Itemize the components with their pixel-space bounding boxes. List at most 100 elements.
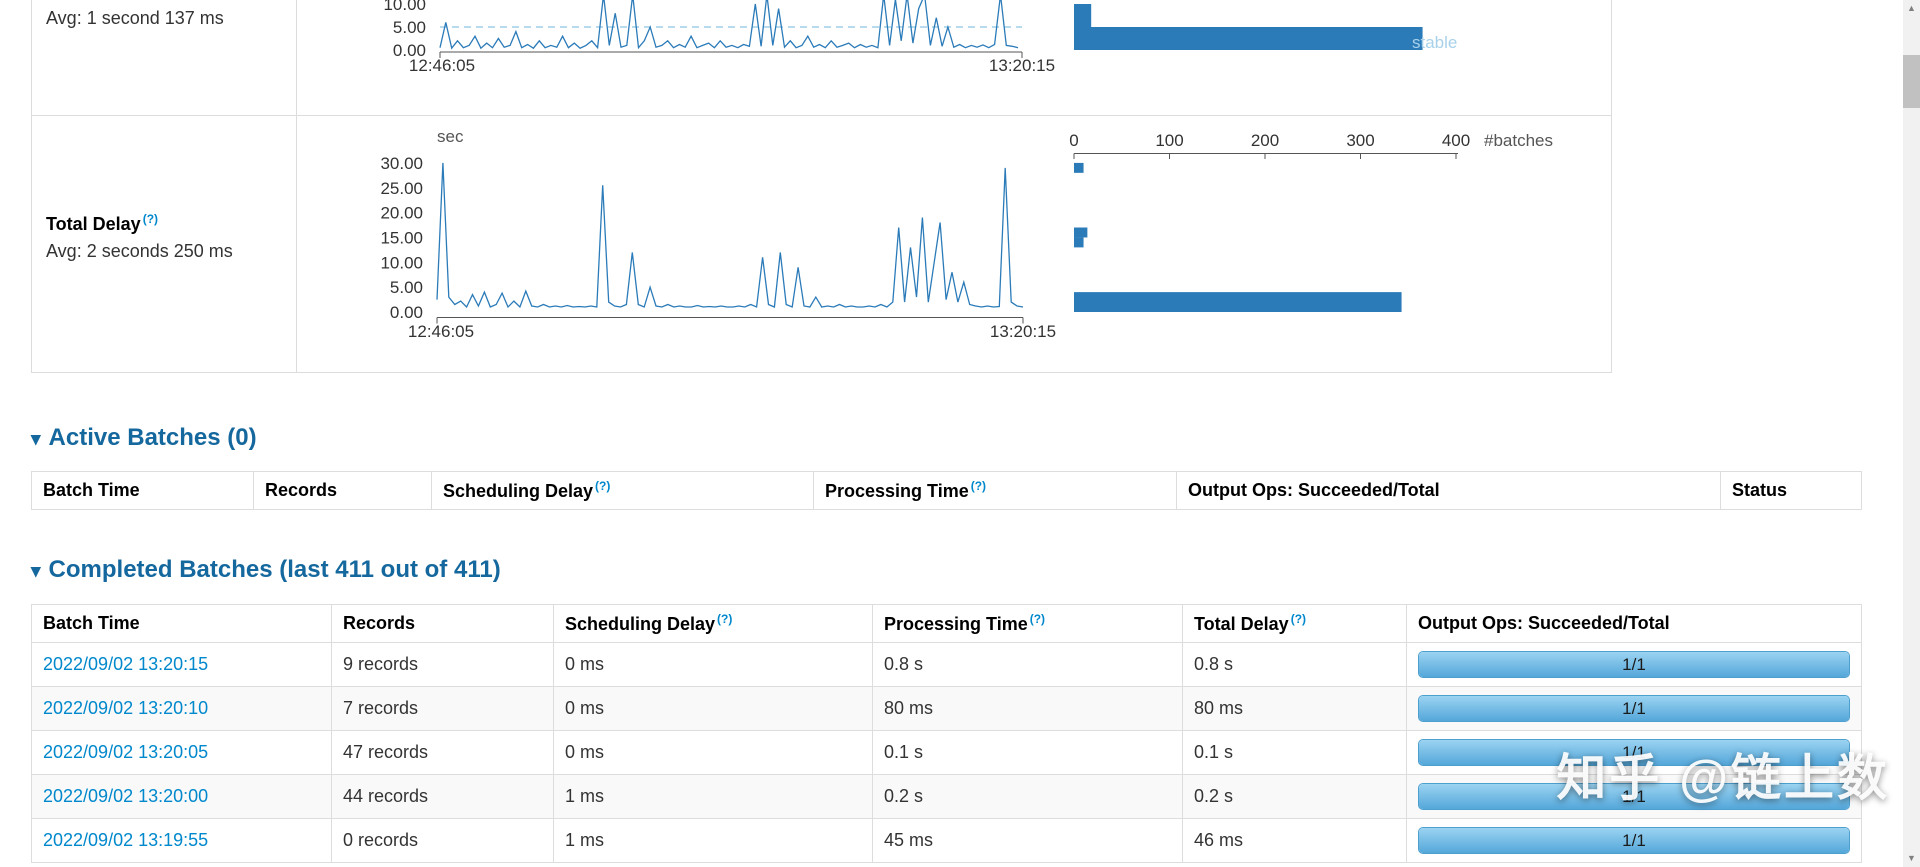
- batch-link[interactable]: 2022/09/02 13:20:00: [43, 786, 209, 806]
- svg-text:10.00: 10.00: [383, 0, 426, 14]
- output-ops-cell: 1/1: [1406, 686, 1862, 731]
- help-icon[interactable]: (?): [717, 612, 733, 626]
- scheduling-delay-cell: 0 ms: [553, 686, 873, 731]
- table-header-row: Batch Time Records Scheduling Delay (?) Proc…: [31, 471, 1862, 510]
- completed-table-body: 2022/09/02 13:20:15 9 records 0 ms 0.8 s 0.8…: [31, 642, 1862, 863]
- scrollbar-thumb[interactable]: [1903, 55, 1920, 108]
- svg-text:12:46:05: 12:46:05: [408, 322, 474, 341]
- help-icon[interactable]: (?): [970, 479, 987, 493]
- svg-text:300: 300: [1346, 131, 1374, 150]
- svg-text:15.00: 15.00: [380, 228, 423, 247]
- svg-text:0.00: 0.00: [390, 303, 423, 322]
- processing-time-cell: 45 ms: [872, 818, 1183, 863]
- table-row: 2022/09/02 13:20:10 7 records 0 ms 80 ms 80 …: [31, 686, 1862, 731]
- completed-batches-title: Completed Batches (last 411 out of 411): [48, 556, 501, 583]
- batch-time-cell: 2022/09/02 13:20:05: [31, 730, 332, 775]
- svg-text:100: 100: [1155, 131, 1183, 150]
- svg-text:#batches: #batches: [1484, 131, 1553, 150]
- column-header: Batch Time: [31, 471, 254, 510]
- vertical-scrollbar[interactable]: ▲ ▼: [1903, 0, 1920, 867]
- column-header: Output Ops: Succeeded/Total: [1406, 604, 1862, 643]
- help-icon[interactable]: (?): [1029, 612, 1046, 626]
- total-delay-title: Total Delay (?): [46, 212, 288, 235]
- column-header: Total Delay (?): [1182, 604, 1407, 643]
- progress-label: 1/1: [1622, 787, 1646, 806]
- column-header: Records: [253, 471, 432, 510]
- progress-label: 1/1: [1622, 743, 1646, 762]
- total-delay-cell: 0.2 s: [1182, 774, 1407, 819]
- batch-link[interactable]: 2022/09/02 13:20:15: [43, 654, 209, 674]
- help-icon[interactable]: (?): [1290, 612, 1307, 626]
- records-cell: 0 records: [331, 818, 554, 863]
- output-ops-progress: 1/1: [1418, 739, 1850, 766]
- output-ops-progress: 1/1: [1418, 695, 1850, 722]
- progress-label: 1/1: [1622, 831, 1646, 850]
- scroll-up-icon[interactable]: ▲: [1907, 3, 1916, 13]
- progress-bar-fill: [1419, 696, 1849, 721]
- column-header: Processing Time (?): [813, 471, 1177, 510]
- svg-text:25.00: 25.00: [380, 179, 423, 198]
- progress-label: 1/1: [1622, 699, 1646, 718]
- column-header: Processing Time (?): [872, 604, 1183, 643]
- svg-text:13:20:15: 13:20:15: [989, 56, 1055, 75]
- scheduling-delay-cell: 0 ms: [553, 730, 873, 775]
- records-cell: 7 records: [331, 686, 554, 731]
- batch-time-cell: 2022/09/02 13:19:55: [31, 818, 332, 863]
- output-ops-progress: 1/1: [1418, 783, 1850, 810]
- total-delay-cell: 0.8 s: [1182, 642, 1407, 687]
- scheduling-delay-cell: 1 ms: [553, 818, 873, 863]
- records-cell: 47 records: [331, 730, 554, 775]
- batch-link[interactable]: 2022/09/02 13:20:05: [43, 742, 209, 762]
- scheduling-delay-cell: 1 ms: [553, 774, 873, 819]
- svg-text:400: 400: [1442, 131, 1470, 150]
- scroll-down-icon[interactable]: ▼: [1907, 853, 1916, 863]
- total-delay-cell: 46 ms: [1182, 818, 1407, 863]
- svg-text:10.00: 10.00: [380, 253, 423, 272]
- total-delay-cell: 0.1 s: [1182, 730, 1407, 775]
- processing-time-cell: 0.1 s: [872, 730, 1183, 775]
- svg-text:20.00: 20.00: [380, 204, 423, 223]
- svg-text:sec: sec: [437, 127, 464, 146]
- completed-batches-header[interactable]: ▾ Completed Batches (last 411 out of 411): [31, 556, 501, 584]
- output-ops-progress: 1/1: [1418, 651, 1850, 678]
- batch-time-cell: 2022/09/02 13:20:00: [31, 774, 332, 819]
- svg-text:5.00: 5.00: [393, 18, 426, 37]
- collapse-arrow-icon: ▾: [31, 561, 41, 582]
- svg-text:stable: stable: [1412, 33, 1457, 52]
- processing-time-label-cell: Avg: 1 second 137 ms: [32, 0, 297, 115]
- active-batches-header[interactable]: ▾ Active Batches (0): [31, 424, 257, 452]
- progress-bar-fill: [1419, 784, 1849, 809]
- help-icon[interactable]: (?): [142, 212, 159, 226]
- svg-text:30.00: 30.00: [380, 154, 423, 173]
- processing-time-cell: 80 ms: [872, 686, 1183, 731]
- svg-text:200: 200: [1251, 131, 1279, 150]
- processing-time-row: Avg: 1 second 137 ms 10.00 5.00 0.00 12:46:…: [32, 0, 1611, 116]
- active-batches-table: Batch Time Records Scheduling Delay (?) Proc…: [31, 471, 1862, 510]
- total-delay-histogram: 0 100 200 300 400 #batches: [1069, 131, 1553, 312]
- total-delay-label-cell: Total Delay (?) Avg: 2 seconds 250 ms: [32, 116, 297, 372]
- active-batches-title: Active Batches (0): [48, 424, 257, 451]
- batch-link[interactable]: 2022/09/02 13:20:10: [43, 698, 209, 718]
- output-ops-cell: 1/1: [1406, 642, 1862, 687]
- batch-link[interactable]: 2022/09/02 13:19:55: [43, 830, 209, 850]
- svg-text:0.00: 0.00: [393, 41, 426, 60]
- column-header: Records: [331, 604, 554, 643]
- total-delay-cell: 80 ms: [1182, 686, 1407, 731]
- total-delay-row: Total Delay (?) Avg: 2 seconds 250 ms sec…: [32, 116, 1611, 372]
- processing-time-avg: Avg: 1 second 137 ms: [46, 8, 224, 28]
- help-icon[interactable]: (?): [595, 479, 611, 493]
- batch-time-cell: 2022/09/02 13:20:10: [31, 686, 332, 731]
- total-delay-avg: Avg: 2 seconds 250 ms: [46, 241, 233, 261]
- output-ops-cell: 1/1: [1406, 774, 1862, 819]
- total-delay-chart-area: sec 30.00 25.00 20.00 15.00 10.00 5.00 0.00 12:4…: [297, 116, 1611, 372]
- output-ops-cell: 1/1: [1406, 818, 1862, 863]
- column-header: Scheduling Delay (?): [431, 471, 814, 510]
- table-row: 2022/09/02 13:20:00 44 records 1 ms 0.2 s 0.…: [31, 774, 1862, 819]
- processing-time-chart-area: 10.00 5.00 0.00 12:46:05 13:20:15 stable: [297, 0, 1611, 115]
- progress-bar-fill: [1419, 740, 1849, 765]
- table-row: 2022/09/02 13:20:05 47 records 0 ms 0.1 s 0.…: [31, 730, 1862, 775]
- svg-text:5.00: 5.00: [390, 278, 423, 297]
- processing-time-cell: 0.8 s: [872, 642, 1183, 687]
- progress-bar-fill: [1419, 828, 1849, 853]
